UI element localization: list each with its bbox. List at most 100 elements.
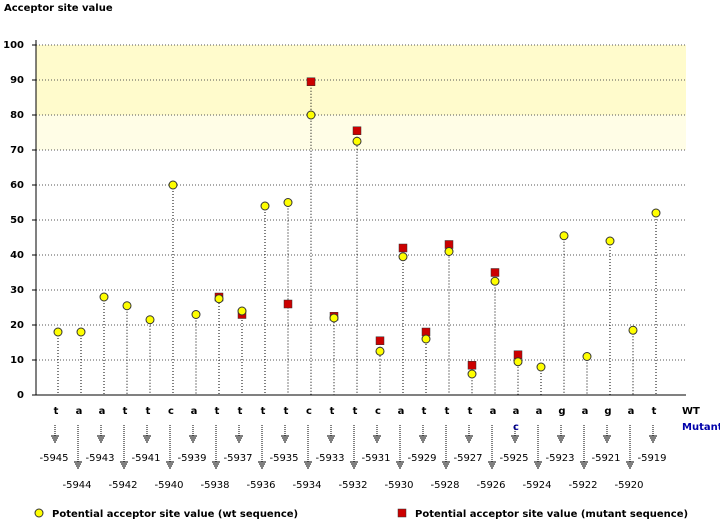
base-label: a	[76, 406, 83, 417]
wt-point	[536, 362, 546, 372]
position-label: -5929	[407, 453, 436, 464]
mutant-base-label: c	[513, 422, 519, 433]
position-label: -5934	[292, 480, 321, 491]
chart-title: Acceptor site value	[4, 3, 113, 14]
base-label: t	[330, 406, 335, 417]
wt-point	[582, 352, 592, 361]
position-label: -5933	[315, 453, 344, 464]
base-label: t	[353, 406, 358, 417]
base-label: a	[99, 406, 106, 417]
legend-marker	[397, 508, 407, 518]
position-label: -5944	[62, 480, 91, 491]
base-label: t	[422, 406, 427, 417]
y-tick-label: 70	[10, 145, 24, 156]
position-label: -5937	[223, 453, 252, 464]
base-label: t	[261, 406, 266, 417]
base-label: a	[398, 406, 405, 417]
base-label: a	[191, 406, 198, 417]
base-label: t	[123, 406, 128, 417]
wt-point	[398, 252, 408, 262]
wt-point	[283, 198, 293, 207]
wt-point	[559, 231, 569, 241]
base-label: t	[54, 406, 59, 417]
base-label: c	[306, 406, 312, 417]
y-tick-label: 60	[10, 180, 24, 191]
wt-point	[122, 301, 132, 311]
position-label: -5921	[591, 453, 620, 464]
wt-point	[352, 136, 362, 146]
legend-marker	[34, 508, 44, 518]
base-label: t	[146, 406, 151, 417]
position-label: -5932	[338, 480, 367, 491]
wt-point	[214, 294, 224, 304]
position-label: -5941	[131, 453, 160, 464]
base-label: a	[490, 406, 497, 417]
y-tick-label: 40	[10, 250, 24, 261]
position-label: -5940	[154, 480, 183, 491]
position-label: -5924	[522, 480, 551, 491]
base-label: a	[513, 406, 520, 417]
base-label: a	[628, 406, 635, 417]
y-tick-label: 80	[10, 110, 24, 121]
wt-point	[375, 346, 385, 356]
position-label: -5936	[246, 480, 275, 491]
wt-point	[145, 315, 155, 325]
wt-point	[605, 236, 615, 246]
legend-label: Potential acceptor site value (wt sequen…	[52, 509, 298, 520]
position-label: -5928	[430, 480, 459, 491]
position-label: -5930	[384, 480, 413, 491]
position-label: -5945	[39, 453, 68, 464]
wt-point	[237, 306, 247, 316]
base-label: t	[238, 406, 243, 417]
position-label: -5925	[499, 453, 528, 464]
base-label: t	[652, 406, 657, 417]
base-label: c	[375, 406, 381, 417]
position-label: -5938	[200, 480, 229, 491]
base-label: g	[558, 406, 565, 417]
position-label: -5931	[361, 453, 390, 464]
position-label: -5927	[453, 453, 482, 464]
wt-point	[99, 292, 109, 302]
position-label: -5935	[269, 453, 298, 464]
wt-point	[329, 313, 339, 323]
wt-point	[191, 310, 201, 319]
wt-point	[444, 247, 454, 256]
wt-point	[306, 110, 316, 120]
mutant-label: Mutant	[682, 422, 720, 433]
mutant-point	[490, 268, 500, 277]
y-tick-label: 90	[10, 75, 24, 86]
wt-point	[168, 180, 178, 190]
mutant-point	[306, 77, 316, 86]
y-tick-label: 0	[17, 390, 24, 401]
mutant-point	[283, 299, 293, 309]
position-label: -5939	[177, 453, 206, 464]
mutant-point	[398, 243, 408, 253]
position-label: -5923	[545, 453, 574, 464]
wt-point	[651, 208, 661, 218]
wt-point	[513, 357, 523, 367]
base-label: t	[215, 406, 220, 417]
mutant-point	[375, 336, 385, 345]
position-label: -5943	[85, 453, 114, 464]
base-label: a	[536, 406, 543, 417]
sequence-label: WT	[682, 406, 700, 417]
wt-point	[76, 327, 86, 337]
y-tick-label: 100	[3, 40, 24, 51]
base-label: a	[582, 406, 589, 417]
wt-point	[421, 334, 431, 344]
mutant-point	[352, 126, 362, 135]
y-tick-label: 10	[10, 355, 24, 366]
base-label: g	[604, 406, 611, 417]
y-tick-label: 50	[10, 215, 24, 226]
wt-point	[53, 327, 63, 337]
position-label: -5926	[476, 480, 505, 491]
position-label: -5922	[568, 480, 597, 491]
position-label: -5942	[108, 480, 137, 491]
base-label: t	[468, 406, 473, 417]
y-tick-label: 30	[10, 285, 24, 296]
wt-point	[467, 369, 477, 379]
position-label: -5920	[614, 480, 643, 491]
position-label: -5919	[637, 453, 666, 464]
wt-point	[490, 276, 500, 286]
